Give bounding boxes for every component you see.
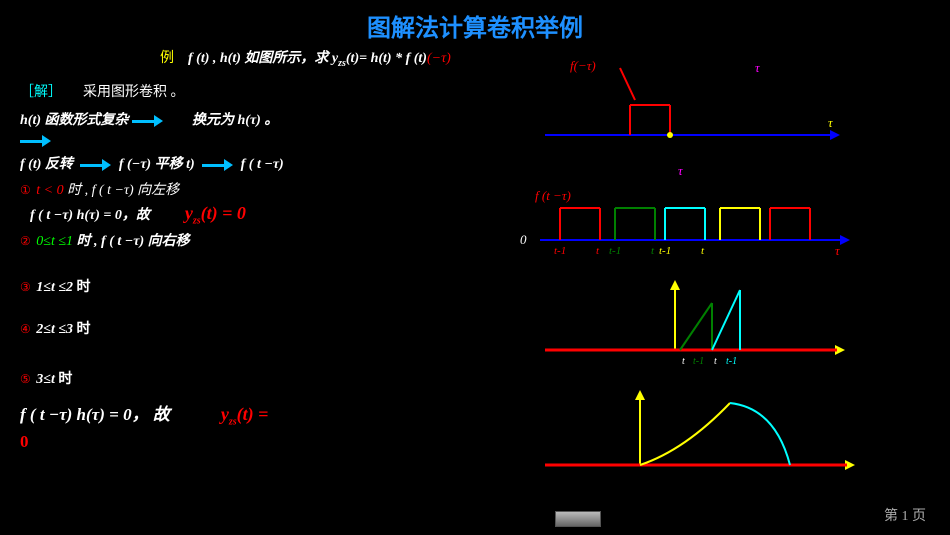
- svg-text:f(−τ): f(−τ): [570, 58, 596, 73]
- slide-title: 图解法计算卷积举例: [0, 0, 950, 43]
- svg-text:τ: τ: [678, 163, 684, 178]
- case1-eq: f ( t −τ) h(τ) = 0，故: [30, 208, 150, 223]
- chart-f-neg-tau: f(−τ) τ τ: [540, 50, 880, 160]
- case3-txt: 时: [77, 280, 91, 295]
- arrow-icon: [80, 160, 112, 170]
- svg-text:τ: τ: [835, 243, 841, 258]
- final-result: yzs(t) =: [221, 404, 269, 424]
- svg-text:0: 0: [520, 232, 527, 247]
- case1-cond: t < 0: [36, 183, 63, 198]
- chart-result-curve: [540, 385, 880, 500]
- chart-overlap: t t-1 t t-1: [540, 275, 880, 375]
- svg-text:f (t −τ): f (t −τ): [535, 188, 571, 203]
- case4-num: ④: [20, 322, 31, 336]
- svg-text:t-1: t-1: [726, 356, 737, 367]
- svg-text:t: t: [701, 245, 705, 257]
- case4-txt: 时: [77, 322, 91, 337]
- page-footer: 第 1 页: [884, 505, 926, 525]
- final-zero: 0: [20, 432, 500, 452]
- svg-text:t-1: t-1: [554, 245, 566, 257]
- case5-num: ⑤: [20, 372, 31, 386]
- case1-txt: 时 , f ( t −τ) 向左移: [67, 183, 179, 198]
- case3-cond: 1≤t ≤2: [36, 280, 73, 295]
- example-label: 例: [160, 51, 174, 66]
- final-eq: f ( t −τ) h(τ) = 0， 故: [20, 405, 170, 424]
- example-text: f (t) , h(t) 如图所示，求 y: [188, 51, 338, 66]
- solution-label: ［解］: [20, 85, 62, 100]
- case1-result: yzs(t) = 0: [185, 203, 246, 223]
- svg-text:t: t: [682, 356, 685, 367]
- svg-text:t: t: [714, 356, 717, 367]
- chart-f-t-minus-tau: 0 f (t −τ) τ τ t-1 t t-1 t t-1 t: [510, 160, 850, 270]
- case2-cond: 0≤t ≤1: [36, 234, 73, 249]
- case1-num: ①: [20, 183, 31, 197]
- svg-text:t-1: t-1: [609, 245, 621, 257]
- arrow-icon: [202, 160, 234, 170]
- case5-cond: 3≤t: [36, 372, 55, 387]
- svg-text:t-1: t-1: [659, 245, 671, 257]
- case2-txt: 时 , f ( t −τ) 向右移: [77, 234, 190, 249]
- case4-cond: 2≤t ≤3: [36, 322, 73, 337]
- case2-num: ②: [20, 234, 31, 248]
- arrow-icon: [132, 116, 164, 126]
- svg-text:τ: τ: [755, 60, 761, 75]
- svg-text:t: t: [651, 245, 655, 257]
- arrow-line2: [20, 133, 500, 149]
- case3-num: ③: [20, 280, 31, 294]
- case5-txt: 时: [58, 372, 72, 387]
- ht-complex-line: h(t) 函数形式复杂 换元为 h(τ) 。: [20, 109, 500, 129]
- arrow-icon: [20, 136, 52, 146]
- example-line: 例 f (t) , h(t) 如图所示，求 yzs(t)= h(t) * f (…: [160, 47, 500, 69]
- svg-text:t-1: t-1: [693, 356, 704, 367]
- svg-text:τ: τ: [828, 115, 834, 130]
- solution-text: 采用图形卷积 。: [83, 85, 185, 100]
- flip-shift-line: f (t) 反转 f (−τ) 平移 t) f ( t −τ): [20, 153, 500, 173]
- svg-text:t: t: [596, 245, 600, 257]
- nav-button[interactable]: [555, 511, 601, 527]
